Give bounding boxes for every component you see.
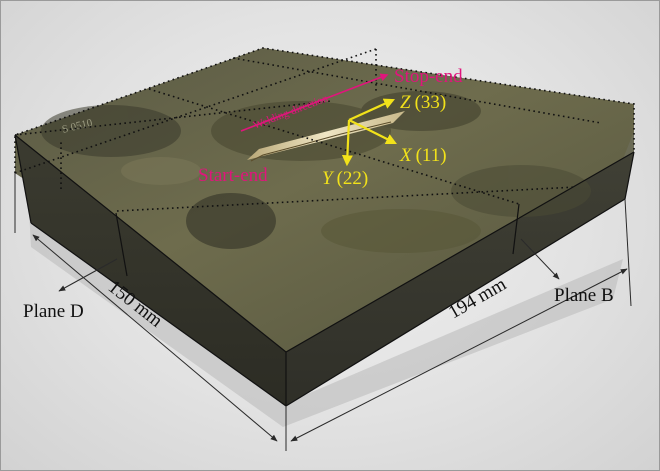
plane-b-leader (520, 238, 560, 280)
start-end-label: Start-end (198, 165, 268, 186)
axis-z-label: Z (33) (400, 92, 446, 113)
coordinate-axes (341, 98, 397, 167)
axis-x-arrow (348, 119, 397, 144)
dimension-lines (14, 173, 632, 451)
plane-d-leader (58, 258, 118, 292)
plane-d-label: Plane D (23, 301, 84, 322)
axis-x-label: X (11) (399, 145, 447, 166)
weld-bead (247, 111, 405, 162)
dim-line-150 (32, 234, 278, 442)
grid-dotted-lines (14, 47, 635, 212)
dim-line-194 (290, 268, 628, 442)
axis-z-arrow (348, 98, 396, 122)
stop-end-label: Stop-end (394, 66, 463, 87)
axis-y-arrow (341, 119, 353, 167)
axis-y-label: Y (22) (322, 168, 368, 189)
welding-direction-arrow (240, 73, 389, 132)
plane-b-label: Plane B (554, 285, 614, 306)
